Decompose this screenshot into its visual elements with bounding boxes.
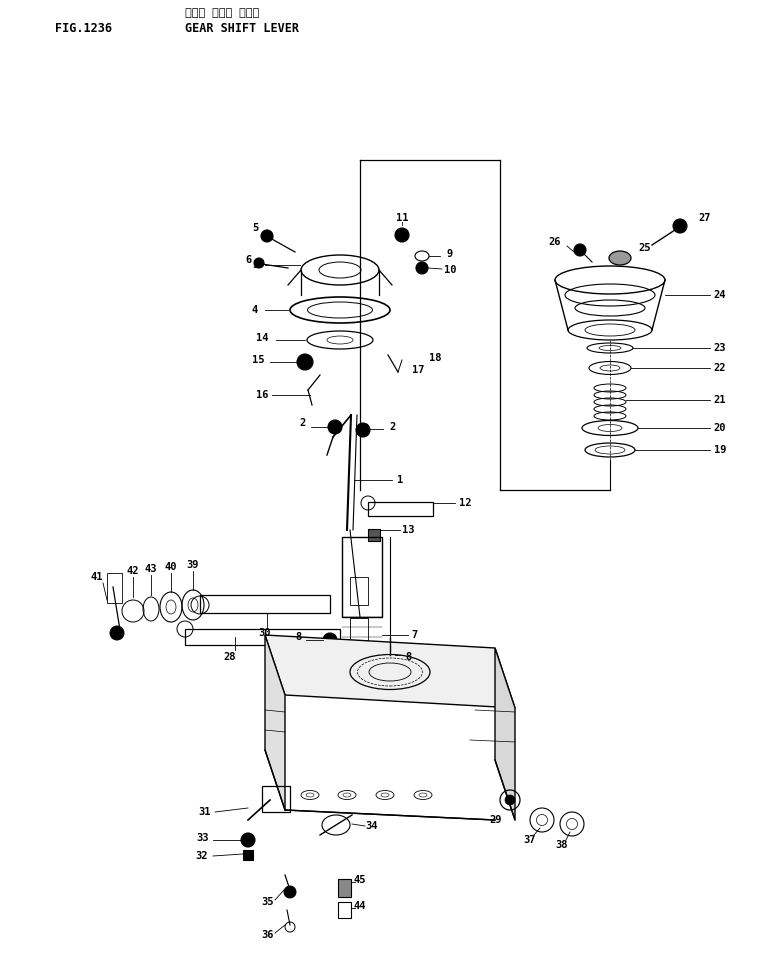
Text: 15: 15 (252, 355, 264, 365)
Text: 2: 2 (390, 422, 396, 432)
Text: 37: 37 (524, 835, 536, 845)
Text: 11: 11 (396, 213, 408, 223)
Polygon shape (265, 635, 285, 810)
Text: 36: 36 (262, 930, 274, 940)
Circle shape (381, 648, 395, 662)
Circle shape (284, 886, 296, 898)
Text: 29: 29 (490, 815, 502, 825)
Text: 20: 20 (714, 423, 726, 433)
Circle shape (297, 354, 313, 370)
Circle shape (110, 626, 124, 640)
Text: 16: 16 (256, 390, 268, 400)
Text: 5: 5 (252, 223, 258, 233)
Text: 7: 7 (412, 630, 418, 640)
Bar (368, 529, 380, 541)
Text: 3: 3 (252, 260, 258, 270)
Text: 24: 24 (714, 290, 726, 300)
Text: 34: 34 (366, 821, 378, 831)
Text: 30: 30 (259, 628, 271, 638)
Bar (338, 879, 351, 897)
Text: 12: 12 (459, 498, 471, 508)
Text: 40: 40 (165, 562, 177, 572)
Text: GEAR SHIFT LEVER: GEAR SHIFT LEVER (185, 22, 299, 35)
Polygon shape (265, 635, 515, 708)
Text: 4: 4 (252, 305, 258, 315)
Text: 45: 45 (353, 875, 367, 885)
Bar (185, 629, 340, 645)
Text: 22: 22 (714, 363, 726, 373)
Text: 25: 25 (639, 243, 651, 253)
Text: 1: 1 (397, 475, 403, 485)
Bar (350, 577, 368, 605)
Text: 21: 21 (714, 395, 726, 405)
Text: 28: 28 (224, 652, 236, 662)
Text: 2: 2 (300, 418, 306, 428)
Bar (262, 786, 290, 812)
Circle shape (416, 262, 428, 274)
Text: 8: 8 (295, 632, 301, 642)
Bar (338, 902, 351, 918)
Bar (107, 573, 122, 603)
Text: 42: 42 (127, 566, 139, 576)
Text: 18: 18 (429, 353, 441, 363)
Text: 39: 39 (187, 560, 199, 570)
Circle shape (323, 633, 337, 647)
Text: 6: 6 (245, 255, 251, 265)
Ellipse shape (609, 251, 631, 265)
Circle shape (254, 258, 264, 268)
Text: 8: 8 (405, 652, 411, 662)
Circle shape (673, 219, 687, 233)
Polygon shape (495, 648, 515, 820)
Text: 35: 35 (262, 897, 274, 907)
Text: FIG.1236: FIG.1236 (55, 22, 112, 35)
Text: 43: 43 (145, 564, 157, 574)
Text: 27: 27 (698, 213, 711, 223)
Text: 10: 10 (444, 265, 457, 275)
Text: ギヤー シフト レバー: ギヤー シフト レバー (185, 8, 259, 18)
Text: 9: 9 (447, 249, 453, 259)
Text: 32: 32 (196, 851, 208, 861)
Bar (368, 502, 433, 516)
Circle shape (261, 230, 273, 242)
Text: 31: 31 (199, 807, 211, 817)
Bar (342, 537, 382, 617)
Circle shape (505, 795, 515, 805)
Circle shape (395, 228, 409, 242)
Bar (350, 618, 368, 640)
Text: 13: 13 (402, 525, 414, 535)
Text: 17: 17 (412, 365, 424, 375)
Circle shape (574, 244, 586, 256)
Text: 14: 14 (256, 333, 268, 343)
Text: 26: 26 (549, 237, 561, 247)
Text: 23: 23 (714, 343, 726, 353)
Text: 41: 41 (91, 572, 103, 582)
Bar (200, 595, 330, 613)
Text: 33: 33 (197, 833, 209, 843)
Circle shape (241, 833, 255, 847)
Circle shape (328, 420, 342, 434)
Text: 38: 38 (556, 840, 568, 850)
Text: 19: 19 (714, 445, 726, 455)
Text: 44: 44 (353, 901, 367, 911)
Bar (243, 850, 253, 860)
Circle shape (356, 423, 370, 437)
